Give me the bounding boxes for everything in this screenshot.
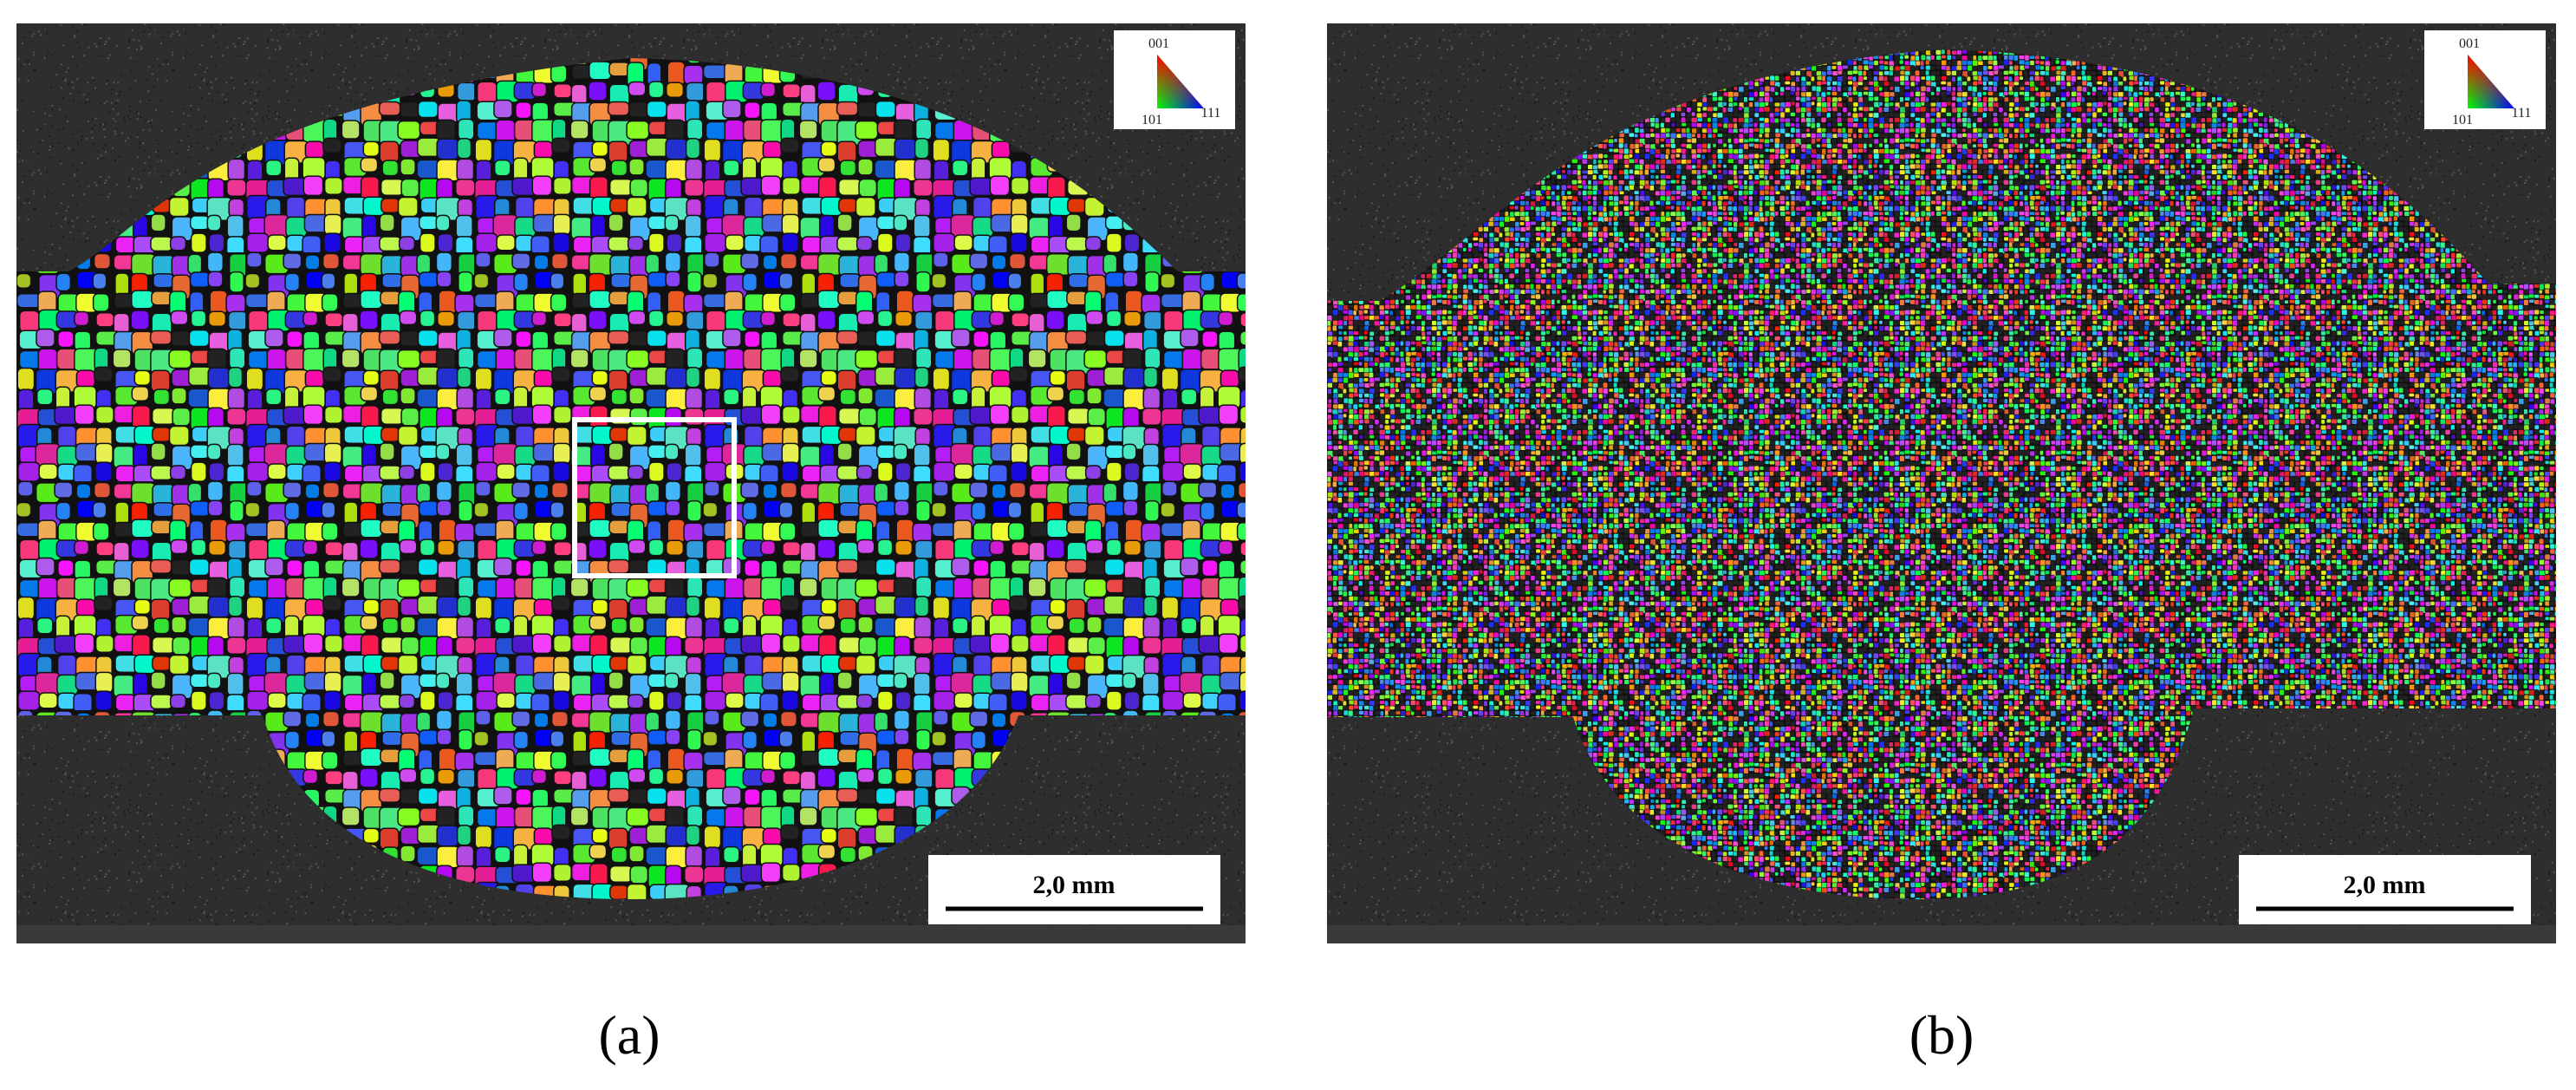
ipf-legend: 001 101 111 [2424, 30, 2546, 129]
legend-left: 101 [1142, 113, 1162, 127]
legend-left: 101 [2452, 113, 2473, 127]
ipf-triangle-red [2468, 55, 2514, 108]
legend-right: 111 [2512, 106, 2532, 121]
legend-top: 001 [1148, 36, 1169, 51]
panel: 001 101 111 2,0 mm [1327, 23, 2556, 943]
legend-right: 111 [1201, 106, 1221, 121]
highlight-box [572, 417, 737, 578]
scale-bar-box [2239, 855, 2531, 924]
scale-bar-label: 2,0 mm [1033, 871, 1116, 899]
ipf-triangle-red [1157, 55, 1204, 108]
scale-bar: 2,0 mm [928, 855, 1220, 924]
weld-grains [16, 58, 1246, 899]
scale-bar-box [928, 855, 1220, 924]
map-bottom-band [16, 925, 1246, 943]
panel: 001 101 111 2,0 mm [16, 23, 1246, 943]
scale-bar-label: 2,0 mm [2344, 871, 2426, 899]
ipf-legend: 001 101 111 [1114, 30, 1235, 129]
scale-bar: 2,0 mm [2239, 855, 2531, 924]
legend-top: 001 [2459, 36, 2480, 51]
panel-label: (a) [598, 1004, 660, 1066]
weld-grains [1327, 49, 2556, 899]
map-bottom-band [1327, 925, 2556, 943]
panel-label: (b) [1909, 1004, 1974, 1066]
